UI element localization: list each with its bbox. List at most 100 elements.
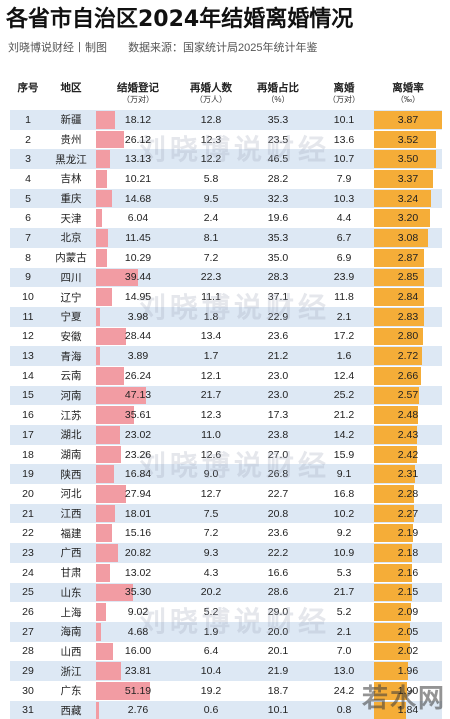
rate-bar	[374, 445, 417, 464]
row-marriage-cell: 4.68	[96, 622, 180, 642]
row-rate-cell: 2.43	[374, 425, 442, 445]
row-region: 广东	[60, 685, 82, 698]
row-ratio: 23.8	[267, 428, 289, 441]
row-region: 湖北	[60, 429, 82, 442]
row-remarry: 11.0	[201, 428, 221, 441]
row-ratio: 28.6	[267, 586, 289, 599]
header-remarry-unit: （万人）	[195, 95, 227, 104]
row-divorce: 5.3	[336, 566, 352, 579]
rate-bar	[374, 170, 434, 188]
row-region: 宁夏	[60, 311, 82, 324]
row-rate-cell: 3.87	[374, 110, 442, 130]
rate-value: 3.52	[397, 133, 419, 146]
rate-value: 2.84	[397, 291, 419, 304]
row-index: 22	[22, 527, 34, 540]
corner-logo: 若水网	[361, 684, 446, 714]
marriage-value: 18.12	[124, 113, 152, 126]
marriage-value: 47.13	[124, 389, 152, 402]
row-divorce: 16.8	[333, 487, 355, 500]
row-ratio: 23.6	[267, 527, 289, 540]
row-remarry: 12.3	[200, 409, 222, 422]
row-index: 21	[22, 507, 34, 520]
rate-bar	[374, 662, 409, 680]
row-remarry: 11.1	[201, 291, 221, 304]
row-remarry: 1.8	[203, 310, 219, 323]
row-remarry: 20.2	[200, 586, 222, 599]
rate-value: 2.42	[397, 448, 419, 461]
marriage-value: 39.44	[124, 271, 152, 284]
row-rate-cell: 2.18	[374, 543, 442, 563]
marriage-bar	[96, 209, 103, 228]
row-remarry: 9.5	[203, 192, 219, 205]
marriage-value: 4.68	[127, 625, 149, 638]
row-divorce: 11.8	[334, 291, 354, 304]
row-region: 湖南	[60, 449, 82, 462]
marriage-value: 3.98	[127, 310, 149, 323]
row-rate-cell: 3.08	[374, 228, 442, 248]
row-marriage-cell: 14.95	[96, 287, 180, 307]
row-ratio: 23.5	[267, 133, 289, 146]
row-divorce: 15.9	[333, 448, 355, 461]
marriage-value: 27.94	[124, 487, 152, 500]
row-region: 吉林	[60, 173, 82, 186]
marriage-bar	[96, 426, 121, 444]
row-region: 贵州	[60, 134, 82, 147]
marriage-value: 10.21	[124, 172, 152, 185]
row-rate-cell: 2.48	[374, 405, 442, 425]
marriage-bar	[96, 347, 101, 365]
rate-bar	[374, 189, 431, 208]
row-marriage-cell: 20.82	[96, 543, 180, 563]
row-divorce: 21.2	[333, 409, 355, 422]
row-region: 新疆	[60, 114, 82, 127]
rate-value: 2.83	[397, 310, 419, 323]
rate-value: 2.85	[397, 271, 419, 284]
table-row: 22 福建 15.16 7.2 23.6 9.2 2.19	[10, 523, 442, 543]
header-index: 序号	[17, 82, 39, 94]
row-divorce: 24.2	[333, 684, 355, 697]
rate-value: 2.02	[397, 645, 419, 658]
row-ratio: 35.3	[267, 231, 289, 244]
row-divorce: 0.8	[336, 704, 352, 717]
marriage-bar	[96, 622, 101, 641]
rate-bar	[374, 504, 414, 523]
marriage-value: 28.44	[124, 330, 152, 343]
marriage-value: 35.61	[124, 409, 152, 422]
rate-bar	[374, 268, 425, 287]
row-ratio: 28.2	[267, 172, 289, 185]
rate-value: 2.28	[397, 487, 419, 500]
row-rate-cell: 2.28	[374, 484, 442, 504]
marriage-bar	[96, 386, 146, 405]
marriage-bar	[96, 563, 110, 582]
table-body: 1 新疆 18.12 12.8 35.3 10.1 3.87 2 贵州 26.12 12.3 23.5…	[10, 110, 442, 719]
marriage-value: 26.24	[124, 369, 152, 382]
table-row: 26 上海 9.02 5.2 29.0 5.2 2.09	[10, 602, 442, 622]
row-rate-cell: 2.09	[374, 602, 442, 622]
row-remarry: 8.1	[203, 231, 219, 244]
row-marriage-cell: 35.30	[96, 583, 180, 603]
marriage-value: 3.89	[127, 350, 149, 363]
row-remarry: 7.5	[203, 507, 219, 520]
marriage-value: 23.02	[124, 428, 152, 441]
row-divorce: 9.2	[336, 527, 352, 540]
row-index: 18	[22, 448, 34, 461]
row-rate-cell: 2.16	[374, 563, 442, 583]
table-row: 1 新疆 18.12 12.8 35.3 10.1 3.87	[10, 110, 442, 130]
table-row: 17 湖北 23.02 11.0 23.8 14.2 2.43	[10, 425, 442, 445]
row-remarry: 13.4	[200, 330, 222, 343]
marriage-value: 26.12	[124, 133, 152, 146]
row-index: 6	[25, 212, 31, 225]
rate-bar	[374, 327, 424, 346]
row-rate-cell: 1.84	[374, 701, 442, 719]
row-marriage-cell: 15.16	[96, 523, 180, 543]
row-marriage-cell: 26.24	[96, 366, 180, 386]
row-divorce: 2.1	[336, 310, 352, 323]
row-marriage-cell: 6.04	[96, 208, 180, 228]
rate-bar	[374, 544, 413, 562]
marriage-value: 2.76	[127, 704, 149, 717]
table-row: 20 河北 27.94 12.7 22.7 16.8 2.28	[10, 484, 442, 504]
table-header: 序号 地区 结婚登记 （万对） 再婚人数 （万人） 再婚占比 （%） 离婚 （万对） 离…	[10, 74, 442, 110]
author-label: 刘晓博说财经丨制图	[8, 42, 107, 54]
rate-bar	[374, 465, 415, 484]
rate-bar	[374, 347, 422, 365]
rate-bar	[374, 248, 425, 267]
